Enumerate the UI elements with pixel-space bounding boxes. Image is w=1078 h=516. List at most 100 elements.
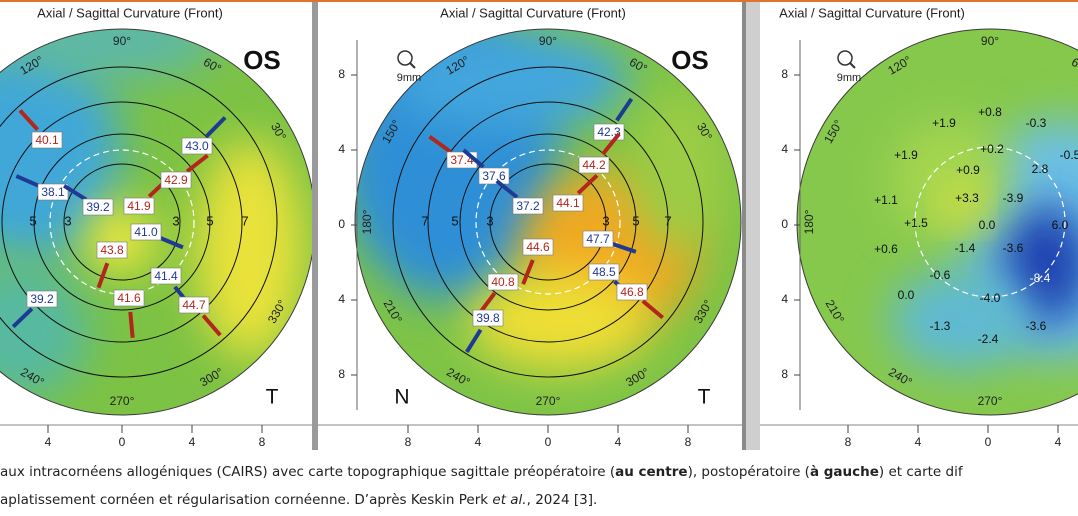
caption-text: au centre bbox=[615, 464, 687, 480]
reading: -1.4 bbox=[955, 241, 976, 255]
panel-title: Axial / Sagittal Curvature (Front) bbox=[779, 5, 965, 20]
top-rule bbox=[0, 0, 1078, 2]
side-label: N bbox=[394, 386, 409, 409]
reading: 0.0 bbox=[898, 288, 915, 302]
meridian-mark bbox=[428, 134, 452, 154]
caption-line: aux intracornéens allogéniques (CAIRS) a… bbox=[0, 464, 964, 480]
magnifier bbox=[409, 62, 416, 69]
reading: -0.6 bbox=[930, 268, 951, 282]
ring-label: 5 bbox=[206, 213, 213, 228]
reading: 41.4 bbox=[154, 269, 178, 283]
reading: -1.3 bbox=[930, 319, 951, 333]
separator bbox=[312, 2, 318, 450]
reading: 44.7 bbox=[182, 298, 206, 312]
reading-box bbox=[37, 183, 69, 201]
x-tick-label: 0 bbox=[985, 435, 992, 449]
separator bbox=[742, 2, 760, 450]
reading: 46.8 bbox=[620, 285, 644, 299]
reading: +0.2 bbox=[980, 142, 1004, 156]
reading: +0.9 bbox=[956, 163, 980, 177]
reading: 44.6 bbox=[526, 240, 550, 254]
meridian-mark bbox=[63, 184, 88, 202]
x-tick-label: 4 bbox=[915, 435, 922, 449]
eye-label: OS bbox=[243, 45, 281, 75]
ring-label: 7 bbox=[421, 213, 428, 228]
meridian-mark bbox=[615, 97, 634, 122]
x-tick-label: 8 bbox=[685, 435, 692, 449]
reading-box bbox=[512, 197, 544, 215]
reading: +0.8 bbox=[978, 105, 1002, 119]
reading-box bbox=[96, 241, 128, 259]
reading: 41.6 bbox=[117, 291, 141, 305]
zone-ring bbox=[1, 101, 243, 343]
meridian-mark bbox=[18, 109, 40, 132]
reading: 44.2 bbox=[582, 158, 606, 172]
zone-ring bbox=[427, 101, 669, 343]
ring-label: 3 bbox=[486, 213, 493, 228]
reading: 6.0 bbox=[1052, 218, 1069, 232]
reading: 38.1 bbox=[41, 185, 65, 199]
panel: Axial / Sagittal Curvature (Front) OS T 90°… bbox=[0, 5, 312, 449]
zone-ring bbox=[475, 149, 621, 295]
angle-label: 180° bbox=[802, 209, 816, 234]
meridian-mark bbox=[201, 314, 222, 337]
y-tick-label: 4 bbox=[338, 292, 345, 306]
ring-label: 5 bbox=[29, 213, 36, 228]
ring-label: 3 bbox=[64, 213, 71, 228]
reading: -4.0 bbox=[980, 291, 1001, 305]
y-tick-label: 8 bbox=[338, 67, 345, 81]
meridian-mark bbox=[96, 262, 110, 289]
reading: 39.2 bbox=[86, 200, 110, 214]
meridian-mark bbox=[205, 116, 227, 138]
scale-label: 9mm bbox=[837, 72, 861, 84]
reading-box bbox=[472, 309, 504, 327]
x-tick-label: 0 bbox=[119, 435, 126, 449]
meridian-mark bbox=[462, 148, 485, 169]
meridian-mark bbox=[158, 235, 184, 250]
y-tick-label: 0 bbox=[338, 217, 345, 231]
reading-box bbox=[487, 273, 519, 291]
side-label: T bbox=[698, 386, 711, 409]
reading: 39.2 bbox=[30, 292, 54, 306]
y-tick-label: 8 bbox=[338, 367, 345, 381]
separator bbox=[742, 2, 746, 450]
meridian-mark bbox=[11, 307, 34, 329]
x-tick-label: 8 bbox=[259, 435, 266, 449]
angle-label: 270° bbox=[978, 394, 1003, 408]
map-border bbox=[796, 28, 1078, 416]
panel-title: Axial / Sagittal Curvature (Front) bbox=[37, 5, 223, 20]
meridian-mark bbox=[185, 153, 209, 173]
reading-box bbox=[26, 290, 58, 308]
caption-text: aux intracornéens allogéniques (CAIRS) a… bbox=[0, 464, 615, 480]
zone-ring bbox=[0, 66, 278, 378]
caption-line: aplatissement cornéen et régularisation … bbox=[0, 492, 597, 508]
zone-ring bbox=[459, 133, 637, 311]
reading: 42.3 bbox=[597, 125, 621, 139]
reading-box bbox=[552, 194, 584, 212]
y-tick-label: 8 bbox=[781, 67, 788, 81]
reading-box bbox=[478, 167, 510, 185]
x-tick-label: 4 bbox=[475, 435, 482, 449]
eye-label: OS bbox=[671, 45, 709, 75]
meridian-mark bbox=[128, 311, 135, 339]
meridian-mark bbox=[610, 241, 637, 254]
angle-label: 270° bbox=[110, 394, 135, 408]
reading-box bbox=[616, 283, 648, 301]
x-tick-label: 8 bbox=[845, 435, 852, 449]
reading: 2.8 bbox=[1032, 162, 1049, 176]
reading-box bbox=[31, 131, 63, 149]
scale-label: 9mm bbox=[397, 72, 421, 84]
y-tick-label: 0 bbox=[781, 217, 788, 231]
reading-box bbox=[178, 296, 210, 314]
y-tick-label: 8 bbox=[781, 367, 788, 381]
reading: -0.3 bbox=[1026, 116, 1047, 130]
reading: 40.8 bbox=[491, 275, 515, 289]
angle-label: 90° bbox=[113, 34, 131, 48]
zone-ring bbox=[489, 163, 607, 281]
reading: +1.1 bbox=[874, 193, 898, 207]
meridian-mark bbox=[641, 299, 665, 320]
reading: 47.7 bbox=[586, 232, 610, 246]
x-tick-label: 4 bbox=[1055, 435, 1062, 449]
side-label: T bbox=[266, 386, 279, 409]
